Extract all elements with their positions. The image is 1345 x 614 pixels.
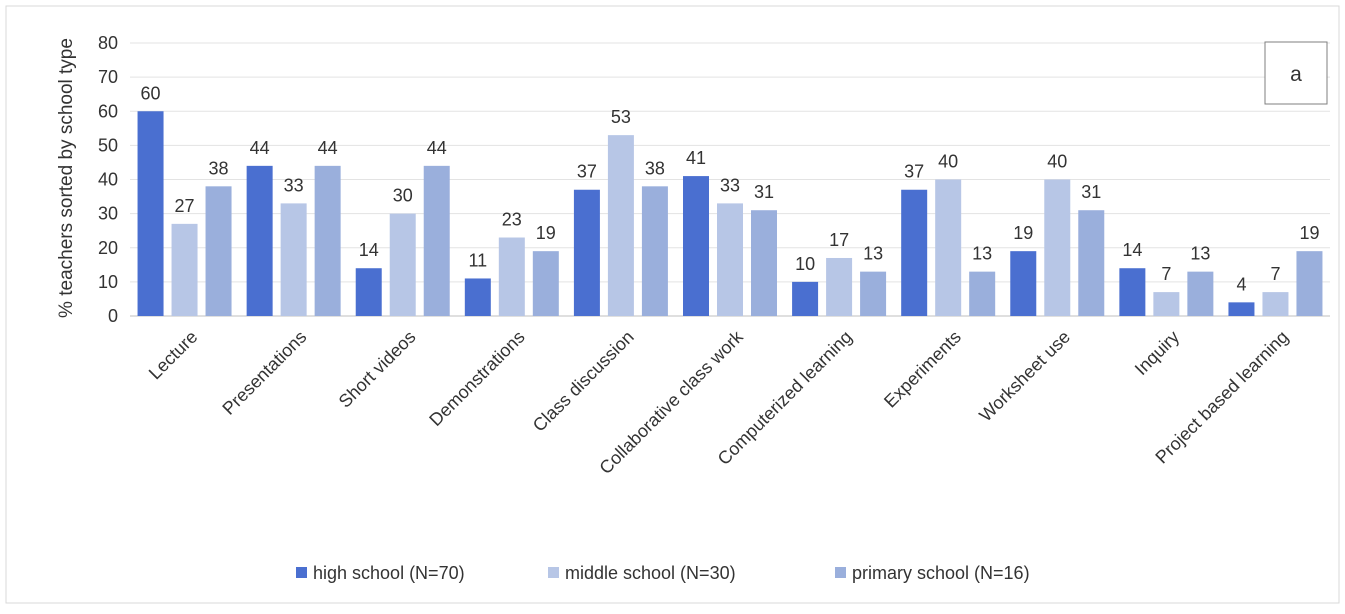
data-label: 41 <box>686 148 706 168</box>
data-label: 31 <box>754 182 774 202</box>
bar-0-7 <box>901 189 928 316</box>
data-label: 13 <box>863 244 883 264</box>
legend-swatch <box>835 567 846 578</box>
bar-0-4 <box>573 189 600 316</box>
y-tick-label: 30 <box>98 204 118 224</box>
data-label: 4 <box>1236 274 1246 294</box>
data-label: 37 <box>577 162 597 182</box>
bar-1-3 <box>498 237 525 316</box>
data-label: 38 <box>209 158 229 178</box>
legend-item: primary school (N=16) <box>835 563 1030 583</box>
data-label: 14 <box>359 240 379 260</box>
data-label: 7 <box>1161 264 1171 284</box>
y-tick-label: 70 <box>98 67 118 87</box>
panel-label-box <box>1264 41 1328 105</box>
bar-0-3 <box>464 278 491 316</box>
y-axis-label: % teachers sorted by school type <box>56 38 77 318</box>
y-axis-ticks: 0 10 20 30 40 50 60 70 80 <box>98 33 118 326</box>
y-tick-label: 40 <box>98 170 118 190</box>
panel-label: a <box>1290 63 1302 86</box>
y-tick-label: 20 <box>98 238 118 258</box>
bar-1-2 <box>389 213 416 316</box>
bar-2-8 <box>1078 210 1105 316</box>
legend-label: primary school (N=16) <box>852 563 1030 583</box>
bar-1-6 <box>826 257 853 316</box>
legend-item: high school (N=70) <box>296 563 465 583</box>
data-label: 17 <box>829 230 849 250</box>
legend-label: high school (N=70) <box>313 563 465 583</box>
bar-0-0 <box>137 111 164 316</box>
legend-label: middle school (N=30) <box>565 563 736 583</box>
data-label: 37 <box>904 162 924 182</box>
data-label: 33 <box>720 175 740 195</box>
data-labels: 60 27 38 44 33 44 14 30 44 11 23 19 37 53 38 41 33 31 10 17… <box>141 83 1320 294</box>
bar-2-7 <box>969 271 996 316</box>
data-label: 7 <box>1270 264 1280 284</box>
bar-1-0 <box>171 223 198 316</box>
y-tick-label: 0 <box>108 306 118 326</box>
data-label: 40 <box>1047 152 1067 172</box>
legend-item: middle school (N=30) <box>548 563 736 583</box>
data-label: 38 <box>645 158 665 178</box>
data-label: 44 <box>427 138 447 158</box>
bar-0-5 <box>683 176 709 316</box>
bar-1-9 <box>1153 292 1180 316</box>
data-label: 13 <box>972 244 992 264</box>
y-tick-label: 60 <box>98 101 118 121</box>
bar-2-6 <box>860 271 887 316</box>
bar-2-0 <box>205 186 232 316</box>
bar-1-7 <box>935 179 962 316</box>
bar-2-10 <box>1296 251 1323 316</box>
legend: high school (N=70) middle school (N=30) pr… <box>296 563 1030 583</box>
data-label: 19 <box>1013 223 1033 243</box>
data-label: 31 <box>1081 182 1101 202</box>
data-label: 13 <box>1190 244 1210 264</box>
data-label: 11 <box>468 250 487 270</box>
bar-0-6 <box>792 281 819 316</box>
data-label: 44 <box>250 138 270 158</box>
bar-2-1 <box>314 165 341 316</box>
bars <box>137 111 1323 316</box>
bar-0-2 <box>355 268 382 316</box>
bar-0-8 <box>1010 251 1037 316</box>
data-label: 27 <box>175 196 195 216</box>
bar-1-4 <box>607 135 634 316</box>
data-label: 14 <box>1122 240 1142 260</box>
bar-1-10 <box>1262 292 1289 316</box>
legend-swatch <box>548 567 559 578</box>
data-label: 33 <box>284 175 304 195</box>
bar-2-5 <box>751 210 777 316</box>
data-label: 44 <box>318 138 338 158</box>
bar-2-3 <box>532 251 559 316</box>
bar-0-9 <box>1119 268 1146 316</box>
bar-2-4 <box>641 186 668 316</box>
bar-2-2 <box>423 165 450 316</box>
data-label: 19 <box>1299 223 1319 243</box>
y-tick-label: 50 <box>98 135 118 155</box>
data-label: 40 <box>938 152 958 172</box>
data-label: 19 <box>536 223 556 243</box>
legend-swatch <box>296 567 307 578</box>
bar-1-8 <box>1044 179 1071 316</box>
data-label: 23 <box>502 210 522 230</box>
y-tick-label: 10 <box>98 272 118 292</box>
bar-1-5 <box>717 203 743 316</box>
data-label: 30 <box>393 186 413 206</box>
data-label: 60 <box>141 83 161 103</box>
bar-2-9 <box>1187 271 1214 316</box>
y-tick-label: 80 <box>98 33 118 53</box>
data-label: 53 <box>611 107 631 127</box>
bar-0-10 <box>1228 302 1255 316</box>
data-label: 10 <box>795 254 815 274</box>
bar-0-1 <box>246 165 273 316</box>
bar-1-1 <box>280 203 307 316</box>
